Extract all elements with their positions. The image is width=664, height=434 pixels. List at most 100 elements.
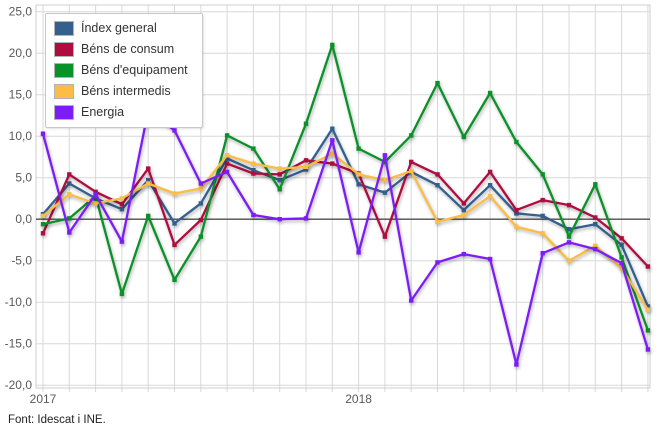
data-point-marker[interactable]	[540, 231, 545, 236]
data-point-marker[interactable]	[645, 328, 651, 333]
data-point-marker[interactable]	[172, 221, 177, 226]
data-point-marker[interactable]	[93, 192, 98, 197]
data-point-marker[interactable]	[409, 133, 414, 138]
data-point-marker[interactable]	[224, 153, 230, 158]
data-point-marker[interactable]	[409, 168, 414, 174]
data-point-marker[interactable]	[487, 183, 493, 188]
data-point-marker[interactable]	[198, 217, 203, 223]
data-point-marker[interactable]	[224, 133, 230, 138]
data-point-marker[interactable]	[67, 181, 72, 186]
data-point-marker[interactable]	[356, 182, 361, 187]
data-point-marker[interactable]	[540, 197, 545, 203]
data-point-marker[interactable]	[619, 255, 624, 260]
legend-item-energia[interactable]: Energia	[54, 105, 188, 120]
data-point-marker[interactable]	[172, 191, 177, 196]
data-point-marker[interactable]	[40, 222, 46, 227]
data-point-marker[interactable]	[540, 213, 545, 219]
data-point-marker[interactable]	[382, 159, 388, 165]
data-point-marker[interactable]	[224, 169, 230, 175]
data-point-marker[interactable]	[330, 126, 335, 131]
data-point-marker[interactable]	[224, 156, 230, 161]
data-point-marker[interactable]	[382, 153, 388, 158]
data-point-marker[interactable]	[172, 128, 177, 133]
data-point-marker[interactable]	[251, 212, 256, 218]
series-line-energia[interactable]	[41, 109, 650, 366]
data-point-marker[interactable]	[172, 277, 177, 282]
data-point-marker[interactable]	[146, 181, 151, 186]
data-point-marker[interactable]	[251, 171, 256, 176]
legend-item-bens-intermedis[interactable]: Béns intermedis	[54, 84, 188, 99]
data-point-marker[interactable]	[566, 258, 572, 263]
data-point-marker[interactable]	[67, 192, 72, 197]
series-line-index-general[interactable]	[41, 127, 650, 308]
data-point-marker[interactable]	[40, 213, 46, 219]
data-point-marker[interactable]	[330, 138, 335, 143]
legend-item-bens-de-consum[interactable]: Béns de consum	[54, 42, 188, 57]
data-point-marker[interactable]	[514, 224, 519, 229]
data-point-marker[interactable]	[461, 134, 466, 140]
data-point-marker[interactable]	[330, 151, 335, 156]
data-point-marker[interactable]	[356, 250, 361, 255]
data-point-marker[interactable]	[172, 242, 177, 248]
data-point-marker[interactable]	[198, 201, 203, 206]
data-point-marker[interactable]	[224, 161, 230, 166]
data-point-marker[interactable]	[146, 213, 151, 219]
series-index-general[interactable]	[40, 126, 651, 309]
data-point-marker[interactable]	[593, 182, 598, 187]
data-point-marker[interactable]	[435, 260, 440, 265]
data-point-marker[interactable]	[619, 236, 624, 241]
data-point-marker[interactable]	[119, 202, 125, 207]
data-point-marker[interactable]	[409, 298, 414, 303]
data-point-marker[interactable]	[198, 186, 203, 191]
data-point-marker[interactable]	[277, 217, 282, 222]
data-point-marker[interactable]	[303, 121, 309, 126]
data-point-marker[interactable]	[382, 178, 388, 183]
data-point-marker[interactable]	[645, 307, 651, 312]
data-point-marker[interactable]	[514, 207, 519, 213]
data-point-marker[interactable]	[119, 291, 125, 297]
legend-item-bens-d-equipament[interactable]: Béns d'equipament	[54, 63, 188, 78]
data-point-marker[interactable]	[251, 168, 256, 173]
data-point-marker[interactable]	[277, 166, 282, 171]
data-point-marker[interactable]	[540, 172, 545, 177]
data-point-marker[interactable]	[645, 347, 651, 352]
data-point-marker[interactable]	[593, 246, 598, 252]
data-point-marker[interactable]	[277, 187, 282, 192]
data-point-marker[interactable]	[67, 172, 72, 177]
data-point-marker[interactable]	[251, 161, 256, 166]
data-point-marker[interactable]	[514, 211, 519, 216]
data-point-marker[interactable]	[382, 190, 388, 195]
series-line-bens-d-equipament[interactable]	[41, 43, 650, 332]
data-point-marker[interactable]	[146, 178, 151, 183]
data-point-marker[interactable]	[487, 193, 493, 199]
data-point-marker[interactable]	[409, 159, 414, 165]
data-point-marker[interactable]	[435, 219, 440, 224]
series-bens-intermedis[interactable]	[40, 151, 651, 312]
data-point-marker[interactable]	[435, 80, 440, 86]
data-point-marker[interactable]	[461, 201, 466, 206]
data-point-marker[interactable]	[198, 181, 203, 186]
data-point-marker[interactable]	[251, 146, 256, 151]
data-point-marker[interactable]	[356, 172, 361, 177]
data-point-marker[interactable]	[461, 207, 466, 213]
series-energia[interactable]	[40, 108, 651, 367]
data-point-marker[interactable]	[619, 242, 624, 248]
data-point-marker[interactable]	[277, 178, 282, 183]
data-point-marker[interactable]	[330, 161, 335, 166]
data-point-marker[interactable]	[487, 256, 493, 262]
data-point-marker[interactable]	[93, 189, 98, 194]
data-point-marker[interactable]	[461, 251, 466, 257]
data-point-marker[interactable]	[303, 164, 309, 170]
data-point-marker[interactable]	[146, 166, 151, 171]
data-point-marker[interactable]	[566, 202, 572, 208]
data-point-marker[interactable]	[67, 216, 72, 221]
data-point-marker[interactable]	[619, 261, 624, 266]
data-point-marker[interactable]	[514, 139, 519, 145]
series-line-bens-de-consum[interactable]	[41, 159, 650, 268]
data-point-marker[interactable]	[566, 240, 572, 245]
data-point-marker[interactable]	[198, 234, 203, 239]
data-point-marker[interactable]	[303, 158, 309, 163]
data-point-marker[interactable]	[593, 243, 598, 248]
data-point-marker[interactable]	[119, 196, 125, 201]
data-point-marker[interactable]	[540, 251, 545, 256]
